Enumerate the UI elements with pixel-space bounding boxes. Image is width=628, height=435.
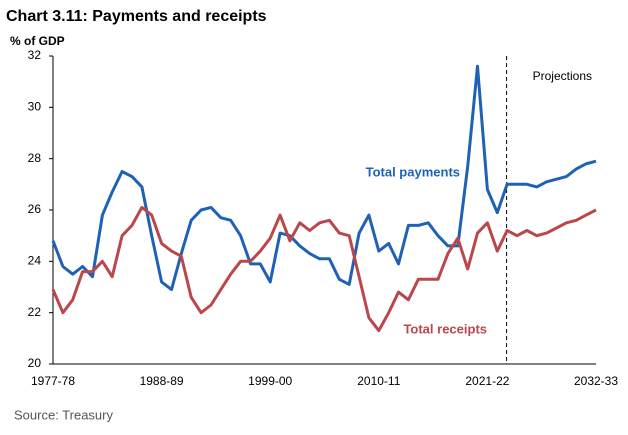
- x-tick-label: 2010-11: [357, 374, 400, 388]
- x-tick-label: 1977-78: [31, 374, 75, 388]
- y-tick-label: 22: [28, 305, 42, 319]
- x-tick-label: 2021-22: [465, 374, 509, 388]
- chart-title: Chart 3.11: Payments and receipts: [6, 8, 267, 25]
- series-label: Total receipts: [403, 321, 487, 336]
- y-tick-label: 30: [28, 100, 42, 114]
- y-tick-label: 28: [28, 151, 42, 165]
- x-tick-label: 2032-33: [574, 374, 618, 388]
- x-tick-label: 1999-00: [248, 374, 292, 388]
- y-tick-label: 32: [28, 48, 42, 62]
- series-line: [51, 64, 597, 292]
- y-tick-label: 20: [28, 356, 42, 370]
- y-tick-label: 26: [28, 202, 42, 216]
- source: Source: Treasury: [14, 407, 113, 422]
- y-axis-label: % of GDP: [10, 34, 65, 48]
- annotation: Projections: [533, 69, 592, 83]
- series-line: [51, 205, 597, 333]
- y-tick-label: 24: [28, 254, 42, 268]
- x-tick-label: 1988-89: [140, 374, 184, 388]
- series-label: Total payments: [366, 164, 460, 179]
